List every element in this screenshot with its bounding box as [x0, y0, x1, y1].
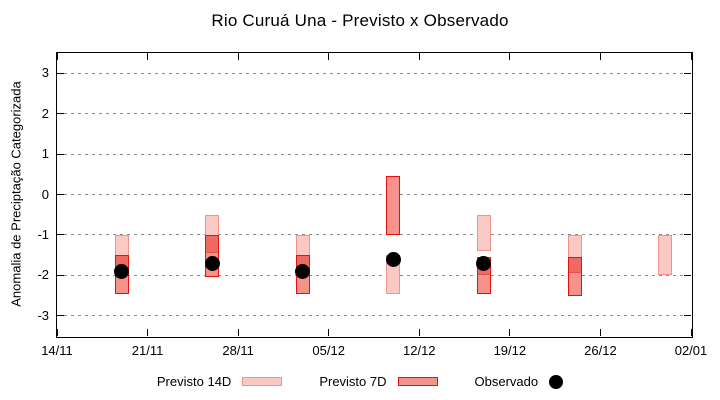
x-tick	[509, 329, 511, 336]
x-tick	[599, 53, 601, 60]
x-tick	[328, 53, 330, 60]
y-tick	[684, 274, 691, 276]
y-tick-label: 3	[41, 65, 49, 81]
y-tick-label: -1	[37, 226, 49, 242]
x-tick	[690, 329, 692, 336]
x-tick	[418, 329, 420, 336]
y-tick	[57, 315, 64, 317]
y-tick	[684, 315, 691, 317]
x-tick-label: 28/11	[222, 343, 254, 358]
x-tick-label: 05/12	[312, 343, 345, 358]
x-tick	[328, 329, 330, 336]
observado-dot	[476, 255, 492, 271]
y-tick	[57, 194, 64, 195]
observado-dot	[204, 255, 220, 271]
legend-label-previsto-7d: Previsto 7D	[319, 374, 387, 389]
h-gridline	[57, 153, 692, 155]
h-gridline	[57, 113, 692, 115]
y-tick-label: -3	[37, 307, 49, 323]
legend: Previsto 14D Previsto 7D Observado	[0, 374, 720, 389]
y-tick	[57, 113, 64, 115]
y-tick	[684, 113, 691, 115]
observado-dot	[385, 251, 401, 267]
observado-dot	[114, 263, 130, 279]
previsto-7d-box	[386, 176, 401, 235]
y-tick	[57, 72, 64, 74]
previsto-14d-box	[476, 214, 491, 252]
y-tick-label: -2	[37, 267, 49, 283]
y-tick	[57, 274, 64, 276]
h-gridline	[57, 315, 692, 317]
x-tick	[690, 53, 692, 60]
legend-label-previsto-14d: Previsto 14D	[156, 374, 232, 389]
x-tick	[418, 53, 420, 60]
observado-dot	[295, 263, 311, 279]
y-tick	[684, 72, 691, 74]
y-tick	[684, 194, 691, 195]
previsto-7d-dark-segment	[206, 235, 219, 253]
h-gridline	[57, 274, 692, 276]
x-tick	[147, 53, 149, 60]
observado-swatch-icon	[549, 374, 564, 389]
x-tick	[509, 53, 511, 60]
y-tick-label: 2	[41, 105, 49, 121]
y-tick-label: 0	[41, 186, 49, 202]
plot-area: 3 2 1 0 -1 -2 -3 14/11 21/11 28/11 05/12 12/12 19/12…	[37, 52, 707, 358]
y-tick-label: 1	[41, 146, 49, 162]
x-tick-label: 12/12	[403, 343, 436, 358]
previsto-14d-box	[658, 234, 673, 276]
x-tick	[56, 53, 58, 60]
x-tick	[237, 53, 239, 60]
previsto-14d-swatch-icon	[242, 377, 283, 386]
x-tick-label: 14/11	[41, 343, 73, 358]
x-tick-label: 19/12	[493, 343, 527, 358]
legend-label-observado: Observado	[474, 374, 539, 389]
y-tick	[57, 153, 64, 155]
x-tick-label: 21/11	[131, 343, 164, 358]
x-tick	[599, 329, 601, 336]
h-gridline	[57, 194, 692, 195]
legend-item-observado: Observado	[475, 374, 564, 389]
chart-title: Rio Curuá Una - Previsto x Observado	[211, 11, 509, 30]
previsto-7d-box	[567, 257, 582, 296]
x-tick	[237, 329, 239, 336]
previsto-7d-dark-segment	[568, 258, 581, 273]
h-gridline	[57, 234, 692, 236]
previsto-7d-swatch-icon	[397, 377, 438, 386]
y-tick	[57, 234, 64, 236]
legend-item-previsto-7d: Previsto 7D	[319, 374, 438, 389]
x-tick	[147, 329, 149, 336]
h-gridline	[57, 72, 692, 74]
y-tick	[684, 234, 691, 236]
x-tick-label: 02/01	[674, 343, 708, 358]
y-tick	[684, 153, 691, 155]
legend-item-previsto-14d: Previsto 14D	[156, 374, 283, 389]
x-tick	[56, 329, 58, 336]
x-tick-label: 26/12	[584, 343, 617, 358]
